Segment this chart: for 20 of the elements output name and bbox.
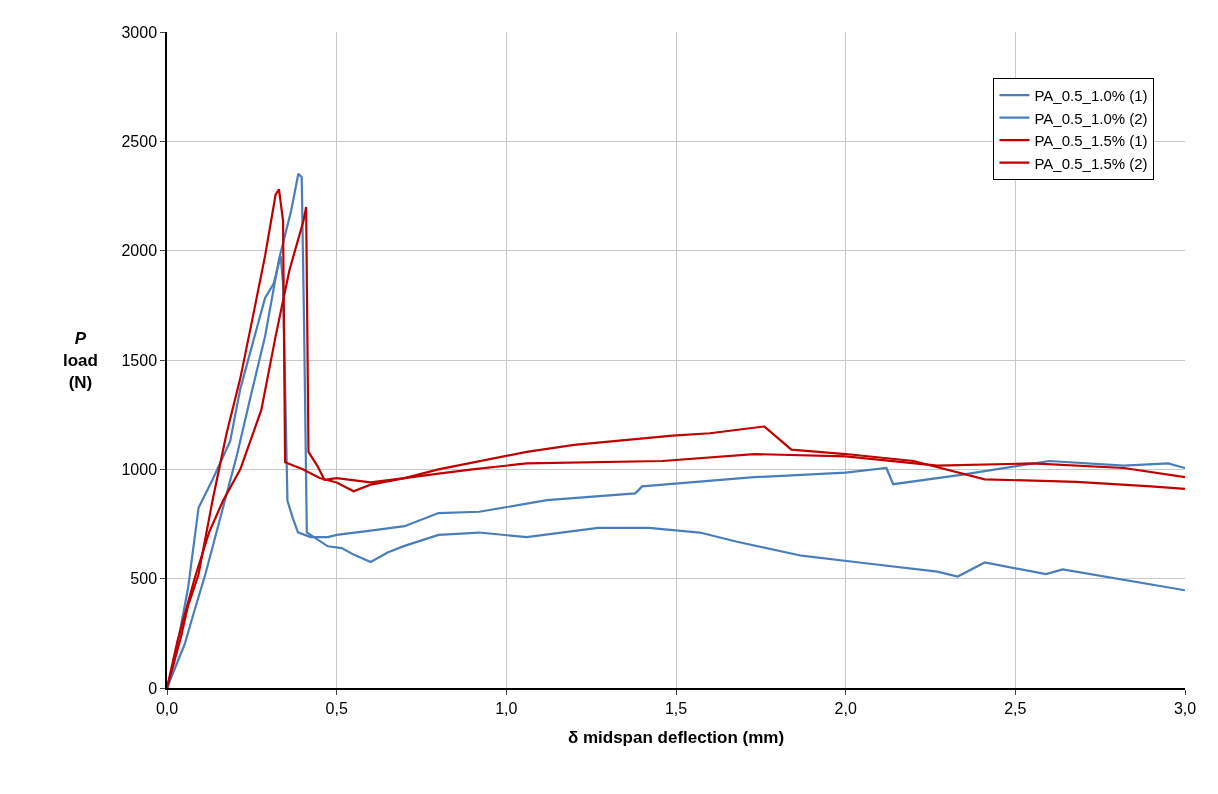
y-tick-label: 3000 (121, 23, 158, 41)
y-tick-label: 2000 (121, 242, 158, 260)
x-tick-label: 2,5 (1004, 699, 1027, 717)
legend-label: PA_0.5_1.5% (1) (1034, 132, 1148, 150)
legend-label: PA_0.5_1.0% (2) (1034, 109, 1148, 127)
x-tick-label: 3,0 (1173, 699, 1197, 717)
x-tick-label: 1,5 (664, 699, 688, 717)
x-axis-title: δ midspan deflection (mm) (567, 727, 785, 747)
x-tick-label: 1,0 (495, 699, 518, 717)
x-tick-label: 0,0 (155, 699, 179, 717)
y-tick-label: 0 (148, 679, 158, 697)
y-tick-label: 500 (130, 570, 158, 588)
y-tick-label: 1000 (121, 460, 158, 478)
x-tick-label: 0,5 (325, 699, 348, 717)
legend-label: PA_0.5_1.5% (2) (1034, 154, 1148, 172)
legend-label: PA_0.5_1.0% (1) (1034, 87, 1148, 105)
y-tick-label: 2500 (121, 132, 158, 150)
x-tick-label: 2,0 (834, 699, 857, 717)
y-axis-title: P load (N) (63, 329, 98, 393)
y-tick-label: 1500 (121, 351, 158, 369)
